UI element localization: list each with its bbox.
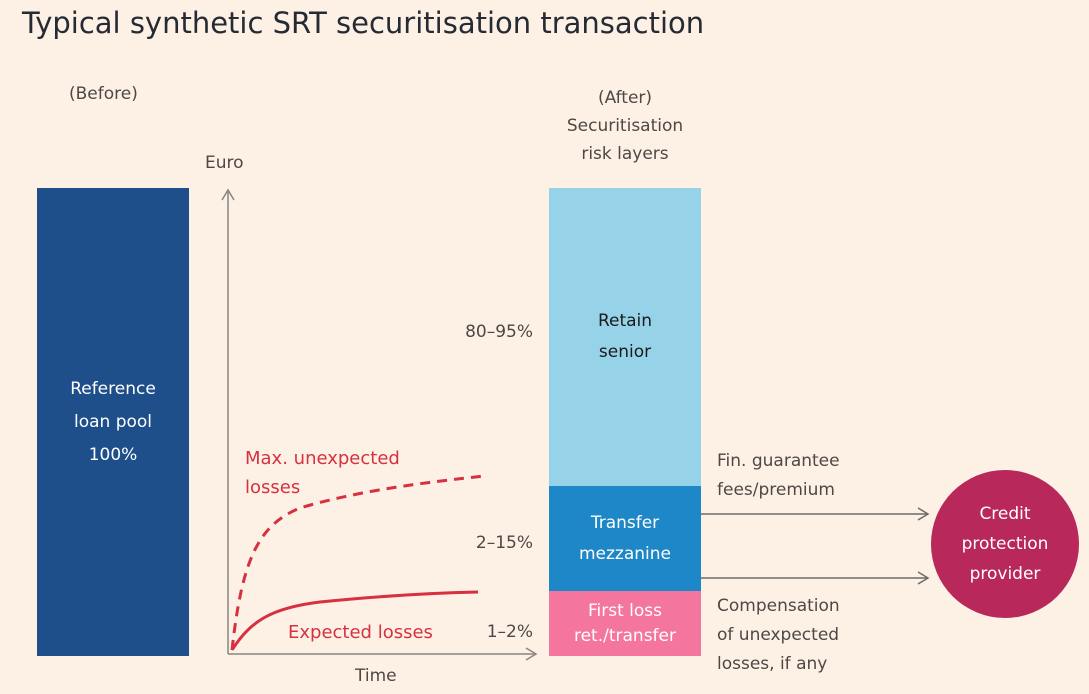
senior-percentage: 80–95% bbox=[465, 322, 533, 342]
compensation-line-1: Compensation bbox=[717, 596, 840, 616]
after-label: (After) Securitisation risk layers bbox=[545, 84, 705, 168]
compensation-arrowhead bbox=[917, 571, 930, 585]
fees-arrowhead bbox=[917, 507, 930, 521]
max-unexpected-losses-curve bbox=[230, 474, 485, 651]
senior-text: Retain senior bbox=[598, 306, 652, 368]
fees-line-2: fees/premium bbox=[717, 480, 835, 500]
page-title: Typical synthetic SRT securitisation tra… bbox=[22, 6, 705, 40]
mezzanine-line-1: Transfer bbox=[590, 512, 660, 533]
pool-line-3: 100% bbox=[88, 444, 138, 465]
expected-losses-label: Expected losses bbox=[288, 622, 433, 643]
x-axis-label: Time bbox=[355, 666, 397, 686]
y-axis-label: Euro bbox=[205, 153, 244, 173]
pool-line-1: Reference bbox=[70, 378, 156, 399]
senior-line-1: Retain bbox=[597, 311, 653, 331]
x-axis-arrowhead bbox=[525, 647, 538, 661]
mezzanine-text: Transfer mezzanine bbox=[579, 508, 671, 570]
retain-senior-layer: Retain senior bbox=[549, 188, 701, 486]
first-loss-text: First loss ret./transfer bbox=[574, 599, 676, 649]
compensation-line-2: of unexpected bbox=[717, 625, 840, 645]
provider-line-3: provider bbox=[969, 564, 1041, 584]
provider-line-1: Credit bbox=[979, 504, 1031, 524]
mezzanine-percentage: 2–15% bbox=[475, 533, 533, 553]
pool-line-2: loan pool bbox=[73, 411, 153, 432]
expected-losses-curve bbox=[230, 590, 479, 651]
reference-loan-pool-box: Reference loan pool 100% bbox=[37, 188, 189, 656]
before-label: (Before) bbox=[69, 84, 138, 104]
pool-text: Reference loan pool 100% bbox=[70, 373, 156, 472]
transfer-mezzanine-layer: Transfer mezzanine bbox=[549, 486, 701, 591]
mezzanine-line-2: mezzanine bbox=[578, 543, 671, 564]
first-loss-line-2: ret./transfer bbox=[573, 625, 676, 646]
max-unexpected-losses-line-2: losses bbox=[245, 477, 301, 498]
after-label-line-1: (After) bbox=[597, 88, 653, 108]
max-unexpected-losses-label: Max. unexpected losses bbox=[245, 444, 400, 502]
after-label-line-2: Securitisation bbox=[566, 116, 684, 136]
senior-line-2: senior bbox=[598, 342, 652, 362]
fees-premium-label: Fin. guarantee fees/premium bbox=[717, 447, 840, 505]
max-unexpected-losses-line-1: Max. unexpected bbox=[245, 448, 400, 469]
provider-text: Credit protection provider bbox=[962, 499, 1049, 589]
compensation-label: Compensation of unexpected losses, if an… bbox=[717, 592, 840, 679]
first-loss-line-1: First loss bbox=[587, 600, 662, 621]
after-label-line-3: risk layers bbox=[581, 144, 669, 164]
first-loss-percentage: 1–2% bbox=[486, 622, 533, 642]
fees-line-1: Fin. guarantee bbox=[717, 451, 840, 471]
provider-line-2: protection bbox=[961, 534, 1049, 554]
first-loss-layer: First loss ret./transfer bbox=[549, 591, 701, 656]
y-axis-arrowhead bbox=[221, 188, 235, 201]
compensation-line-3: losses, if any bbox=[717, 654, 828, 674]
credit-protection-provider-node: Credit protection provider bbox=[931, 470, 1079, 618]
